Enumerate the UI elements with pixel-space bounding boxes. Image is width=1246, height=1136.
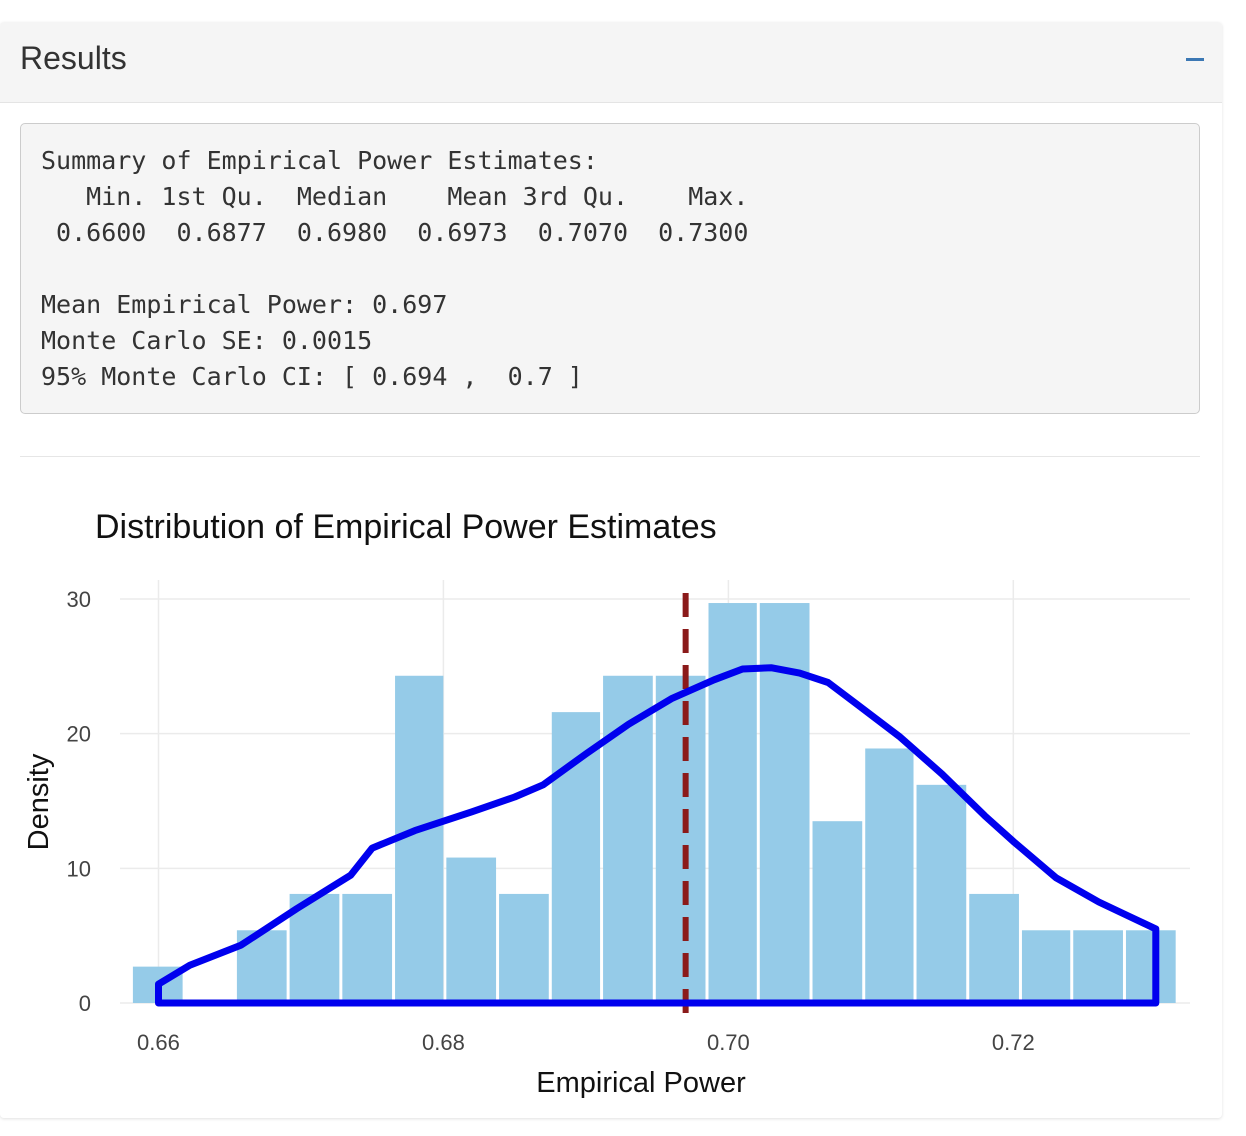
histogram-bar — [289, 893, 340, 1003]
density-curve — [155, 664, 1160, 1007]
histogram-bar — [603, 675, 653, 1003]
histogram-bars — [132, 603, 1176, 1003]
histogram-bar — [969, 893, 1019, 1003]
density-curve-layer — [155, 664, 1160, 1007]
chart-title: Distribution of Empirical Power Estimate… — [95, 508, 717, 546]
histogram-bar — [916, 784, 967, 1003]
histogram-bar — [446, 857, 497, 1003]
divider — [20, 456, 1200, 457]
collapse-button[interactable] — [1184, 44, 1208, 74]
histogram-bar — [1073, 930, 1123, 1003]
results-panel: Results Summary of Empirical Power Estim… — [0, 22, 1222, 1118]
summary-stat-values: 0.6600 0.6877 0.6980 0.6973 0.7070 0.730… — [41, 218, 749, 247]
x-tick-label: 0.68 — [422, 1030, 465, 1055]
monte-carlo-ci-line: 95% Monte Carlo CI: [ 0.694 , 0.7 ] — [41, 362, 583, 391]
y-tick-label: 30 — [67, 587, 91, 612]
summary-stat-labels: Min. 1st Qu. Median Mean 3rd Qu. Max. — [41, 182, 749, 211]
axis-layer: 0.66 0.68 0.70 0.72 0 10 20 30 — [67, 587, 1035, 1055]
histogram-bar — [1021, 930, 1071, 1003]
histogram-bar — [551, 712, 601, 1003]
histogram-bar — [759, 603, 810, 1003]
monte-carlo-se-line: Monte Carlo SE: 0.0015 — [41, 326, 373, 355]
histogram-bar — [395, 675, 444, 1003]
x-axis-label: Empirical Power — [536, 1067, 746, 1099]
y-tick-label: 10 — [67, 856, 91, 881]
x-tick-label: 0.70 — [707, 1030, 750, 1055]
summary-output: Summary of Empirical Power Estimates: Mi… — [20, 123, 1200, 414]
summary-heading: Summary of Empirical Power Estimates: — [41, 146, 598, 175]
x-tick-label: 0.72 — [992, 1030, 1035, 1055]
x-tick-label: 0.66 — [137, 1030, 180, 1055]
histogram-bar — [655, 675, 706, 1003]
histogram-bar — [812, 821, 863, 1003]
panel-title: Results — [20, 40, 127, 76]
histogram-bar — [499, 893, 549, 1003]
histogram-bar — [1125, 930, 1176, 1003]
minus-icon — [1186, 58, 1204, 61]
y-tick-label: 20 — [67, 722, 91, 747]
mean-power-line: Mean Empirical Power: 0.697 — [41, 290, 448, 319]
histogram-bar — [342, 893, 393, 1003]
y-tick-label: 0 — [79, 991, 91, 1016]
panel-header: Results — [0, 22, 1222, 103]
histogram-bar — [708, 603, 757, 1003]
histogram-bar — [865, 748, 914, 1003]
y-axis-label: Density — [23, 753, 55, 850]
